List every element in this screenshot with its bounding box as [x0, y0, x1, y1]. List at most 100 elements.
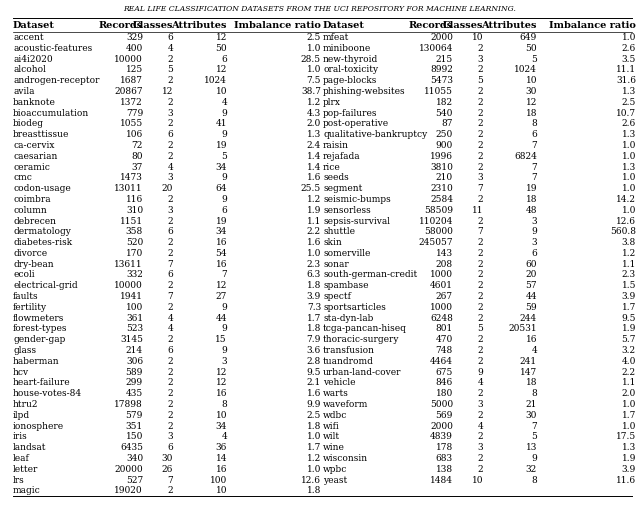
Text: 579: 579 [125, 411, 143, 420]
Text: 1.2: 1.2 [307, 454, 321, 463]
Text: 4.0: 4.0 [621, 357, 636, 366]
Text: 3: 3 [477, 54, 483, 63]
Text: 3: 3 [168, 108, 173, 117]
Text: 125: 125 [125, 66, 143, 74]
Text: 1151: 1151 [120, 216, 143, 225]
Text: 2: 2 [168, 76, 173, 85]
Text: 2: 2 [477, 346, 483, 355]
Text: sensorless: sensorless [323, 206, 371, 215]
Text: house-votes-84: house-votes-84 [13, 389, 82, 398]
Text: 1996: 1996 [430, 152, 453, 161]
Text: sportsarticles: sportsarticles [323, 303, 386, 312]
Text: 6: 6 [167, 227, 173, 236]
Text: 2: 2 [168, 411, 173, 420]
Text: 3.9: 3.9 [621, 292, 636, 301]
Text: 44: 44 [525, 292, 537, 301]
Text: acoustic-features: acoustic-features [13, 43, 92, 53]
Text: 2.5: 2.5 [307, 411, 321, 420]
Text: 2: 2 [477, 97, 483, 107]
Text: 2: 2 [168, 400, 173, 409]
Text: 7: 7 [167, 476, 173, 485]
Text: ceramic: ceramic [13, 162, 50, 171]
Text: 267: 267 [436, 292, 453, 301]
Text: 1.0: 1.0 [621, 206, 636, 215]
Text: 1.9: 1.9 [621, 454, 636, 463]
Text: 2: 2 [477, 314, 483, 323]
Text: 2: 2 [477, 249, 483, 258]
Text: 147: 147 [520, 368, 537, 377]
Text: 1.0: 1.0 [307, 66, 321, 74]
Text: letter: letter [13, 465, 38, 474]
Text: 2: 2 [168, 368, 173, 377]
Text: 1.0: 1.0 [621, 152, 636, 161]
Text: 351: 351 [125, 422, 143, 431]
Text: 1.4: 1.4 [307, 162, 321, 171]
Text: 2.0: 2.0 [621, 389, 636, 398]
Text: 2: 2 [477, 357, 483, 366]
Text: 1473: 1473 [120, 173, 143, 182]
Text: 4: 4 [167, 43, 173, 53]
Text: 1.0: 1.0 [621, 400, 636, 409]
Text: 64: 64 [216, 184, 227, 193]
Text: 1.3: 1.3 [621, 130, 636, 139]
Text: 1.0: 1.0 [307, 249, 321, 258]
Text: 20: 20 [525, 270, 537, 279]
Text: 1.6: 1.6 [307, 389, 321, 398]
Text: 57: 57 [525, 281, 537, 290]
Text: 2584: 2584 [430, 195, 453, 204]
Text: 8: 8 [531, 119, 537, 128]
Text: 7: 7 [477, 184, 483, 193]
Text: 4: 4 [477, 378, 483, 388]
Text: 2: 2 [477, 152, 483, 161]
Text: urban-land-cover: urban-land-cover [323, 368, 401, 377]
Text: 11: 11 [472, 206, 483, 215]
Text: 2: 2 [477, 411, 483, 420]
Text: 1.1: 1.1 [621, 378, 636, 388]
Text: 1.4: 1.4 [307, 152, 321, 161]
Text: 32: 32 [525, 465, 537, 474]
Text: 17.5: 17.5 [616, 432, 636, 442]
Text: 1.2: 1.2 [307, 195, 321, 204]
Text: 7: 7 [167, 292, 173, 301]
Text: electrical-grid: electrical-grid [13, 281, 77, 290]
Text: 12.6: 12.6 [301, 476, 321, 485]
Text: magic: magic [13, 486, 41, 496]
Text: 44: 44 [216, 314, 227, 323]
Text: 2000: 2000 [430, 422, 453, 431]
Text: ai4i2020: ai4i2020 [13, 54, 52, 63]
Text: 9.9: 9.9 [307, 400, 321, 409]
Text: 1.3: 1.3 [307, 130, 321, 139]
Text: 3145: 3145 [120, 335, 143, 344]
Text: 2: 2 [168, 141, 173, 150]
Text: 2: 2 [477, 454, 483, 463]
Text: dry-bean: dry-bean [13, 260, 54, 269]
Text: htru2: htru2 [13, 400, 38, 409]
Text: Dataset: Dataset [323, 20, 365, 29]
Text: 16: 16 [216, 260, 227, 269]
Text: 13: 13 [525, 443, 537, 452]
Text: 2: 2 [477, 119, 483, 128]
Text: 19: 19 [216, 141, 227, 150]
Text: 2: 2 [477, 292, 483, 301]
Text: column: column [13, 206, 47, 215]
Text: codon-usage: codon-usage [13, 184, 71, 193]
Text: 59: 59 [525, 303, 537, 312]
Text: 2.6: 2.6 [621, 43, 636, 53]
Text: 1.6: 1.6 [307, 173, 321, 182]
Text: 215: 215 [436, 54, 453, 63]
Text: 2: 2 [477, 141, 483, 150]
Text: 2.8: 2.8 [307, 357, 321, 366]
Text: 1.3: 1.3 [621, 87, 636, 96]
Text: wpbc: wpbc [323, 465, 348, 474]
Text: 6: 6 [531, 130, 537, 139]
Text: 34: 34 [216, 162, 227, 171]
Text: 214: 214 [126, 346, 143, 355]
Text: 2: 2 [477, 335, 483, 344]
Text: 2.2: 2.2 [307, 227, 321, 236]
Text: 21: 21 [525, 400, 537, 409]
Text: flowmeters: flowmeters [13, 314, 65, 323]
Text: 17898: 17898 [115, 400, 143, 409]
Text: 5473: 5473 [430, 76, 453, 85]
Text: thoracic-surgery: thoracic-surgery [323, 335, 399, 344]
Text: Classes: Classes [132, 20, 173, 29]
